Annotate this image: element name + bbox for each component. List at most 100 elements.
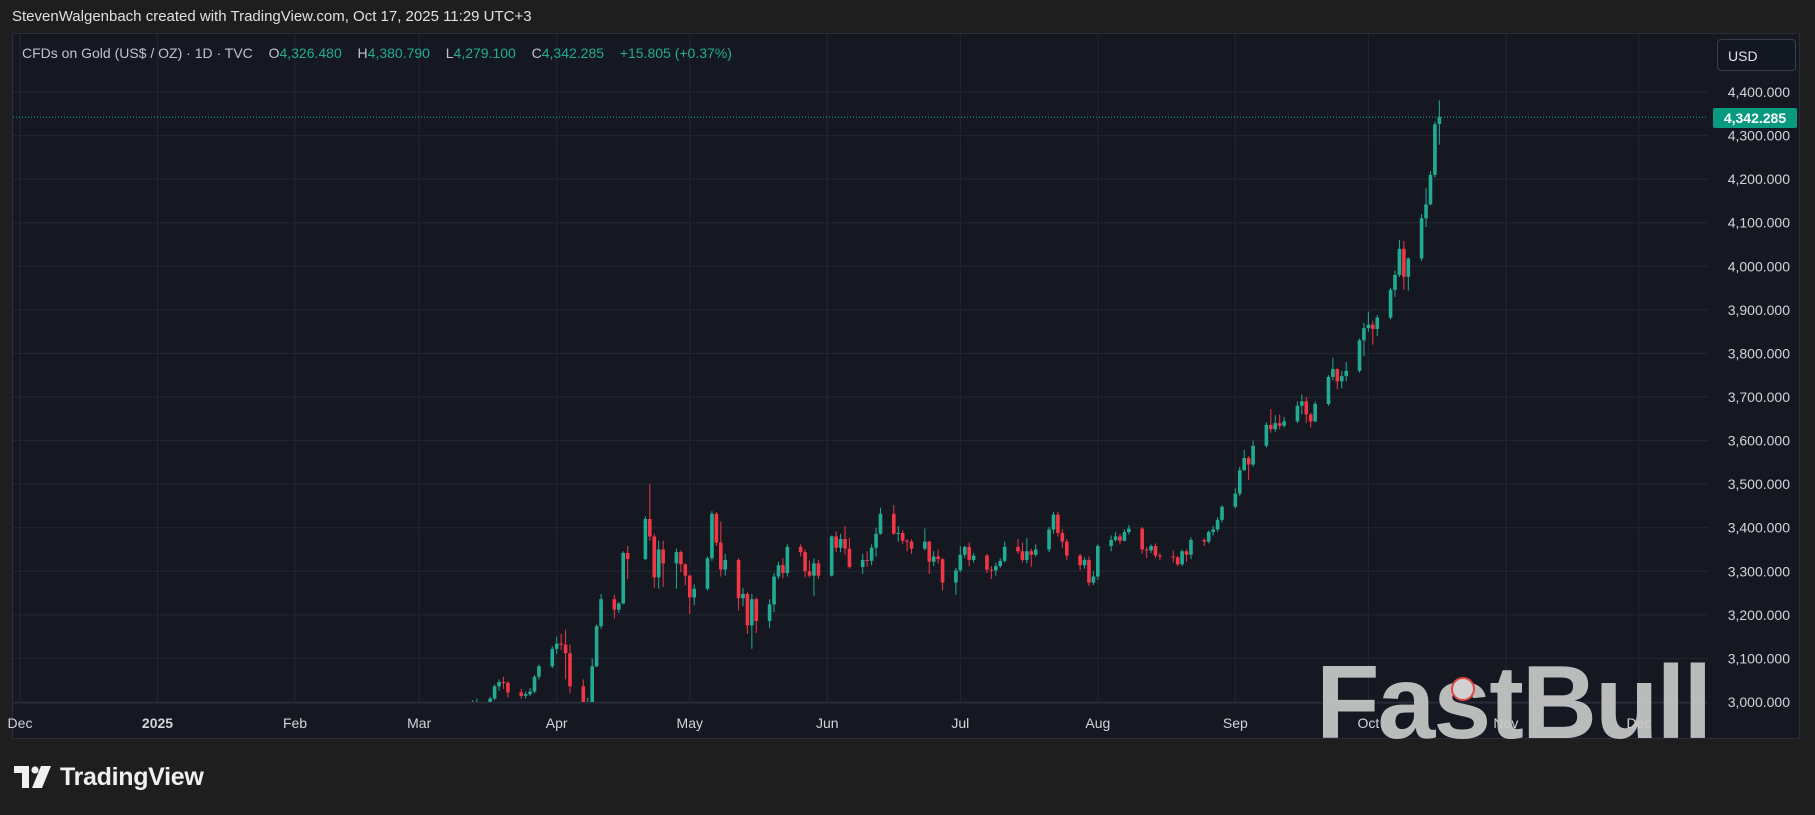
candle-body: [1304, 401, 1309, 415]
candle-body: [767, 604, 772, 621]
candle-body: [874, 533, 878, 548]
candle-body: [705, 558, 710, 589]
candle-body: [1029, 551, 1034, 555]
candle-body: [940, 559, 945, 583]
candle-body: [719, 542, 723, 570]
y-tick-label: 3,200.000: [1728, 607, 1790, 623]
candle-body: [594, 626, 599, 667]
candle-body: [1246, 458, 1251, 465]
candle-body: [621, 552, 626, 604]
y-tick-label: 4,400.000: [1728, 84, 1790, 100]
candle-body: [723, 559, 728, 570]
candle-body: [1113, 536, 1118, 540]
open-value: 4,326.480: [279, 45, 342, 61]
tradingview-logo[interactable]: TradingView: [14, 763, 204, 791]
candle-body: [519, 692, 524, 696]
candle-body: [488, 698, 492, 702]
candle-body: [1020, 551, 1025, 560]
candle-body: [985, 555, 989, 570]
candle-body: [1033, 549, 1038, 555]
candle-body: [745, 593, 750, 626]
candle-body: [550, 648, 555, 667]
candle-body: [1149, 546, 1153, 551]
candle-body: [1269, 424, 1273, 430]
chart-panel[interactable]: [12, 33, 1800, 739]
candle-body: [860, 559, 865, 567]
candle-body: [1082, 559, 1087, 566]
candle-body: [1189, 539, 1193, 555]
close-value: 4,342.285: [541, 45, 605, 61]
candle-body: [750, 599, 754, 626]
candle-body: [967, 546, 971, 560]
low-value: 4,279.100: [453, 45, 516, 61]
y-tick-label: 4,200.000: [1728, 171, 1790, 187]
candle-body: [1211, 529, 1215, 533]
candle-body: [586, 707, 590, 709]
candle-body: [1375, 317, 1380, 330]
candle-body: [834, 536, 838, 548]
candle-body: [656, 549, 661, 578]
candle-body: [954, 570, 958, 583]
candle-body: [847, 548, 852, 567]
high-label: H: [357, 45, 368, 61]
candle-body: [807, 571, 812, 576]
y-tick-label: 3,800.000: [1728, 345, 1790, 361]
candle-body: [1344, 370, 1349, 377]
y-tick-label: 3,900.000: [1728, 302, 1790, 318]
candle-body: [568, 653, 572, 687]
candle-body: [927, 541, 932, 562]
candle-body: [612, 599, 617, 610]
x-tick-label: Oct: [1357, 715, 1379, 731]
candle-body: [1060, 532, 1065, 542]
candle-body: [776, 565, 781, 577]
y-tick-label: 4,100.000: [1728, 215, 1790, 231]
candle-body: [692, 588, 696, 598]
brand-name: TradingView: [60, 762, 204, 791]
candle-body: [829, 536, 834, 576]
candle-body: [1153, 546, 1158, 556]
candle-body: [1295, 405, 1300, 422]
candle-body: [1047, 529, 1051, 550]
flag-icon: [1451, 677, 1475, 701]
candle-body: [989, 569, 994, 571]
candle-body: [1140, 528, 1144, 550]
candle-body: [958, 554, 963, 571]
chart-credit: StevenWalgenbach created with TradingVie…: [12, 8, 532, 25]
x-tick-label: Sep: [1223, 715, 1248, 731]
high-value: 4,380.790: [367, 45, 430, 61]
candle-body: [1282, 421, 1286, 426]
candle-body: [714, 513, 719, 543]
candle-body: [1091, 576, 1096, 583]
candle-body: [838, 539, 843, 548]
candle-body: [559, 643, 563, 645]
candle-body: [1366, 324, 1371, 329]
candle-body: [998, 560, 1003, 567]
candle-body: [501, 681, 506, 683]
currency-button[interactable]: USD: [1717, 39, 1796, 71]
candle-body: [1402, 248, 1406, 277]
candle-body: [1202, 539, 1207, 542]
candle-body: [1122, 532, 1127, 541]
candle-body: [1388, 289, 1393, 318]
candle-body: [1393, 275, 1397, 290]
candle-body: [909, 541, 914, 549]
candle-body: [1056, 514, 1060, 533]
candle-body: [1242, 458, 1246, 471]
candle-body: [492, 686, 497, 699]
candle-body: [1118, 536, 1122, 541]
candle-body: [1362, 328, 1366, 341]
candle-body: [683, 564, 688, 576]
candle-body: [1175, 557, 1180, 565]
candle-body: [523, 694, 528, 696]
candles-group: [471, 100, 1442, 709]
y-tick-label: 3,500.000: [1728, 476, 1790, 492]
candle-body: [736, 559, 741, 599]
candle-body: [674, 552, 679, 564]
tradingview-icon: [14, 766, 51, 788]
x-tick-label: Feb: [283, 715, 307, 731]
candle-body: [1002, 546, 1007, 561]
candle-body: [661, 549, 665, 564]
candle-body: [923, 541, 927, 549]
candle-body: [843, 539, 847, 549]
